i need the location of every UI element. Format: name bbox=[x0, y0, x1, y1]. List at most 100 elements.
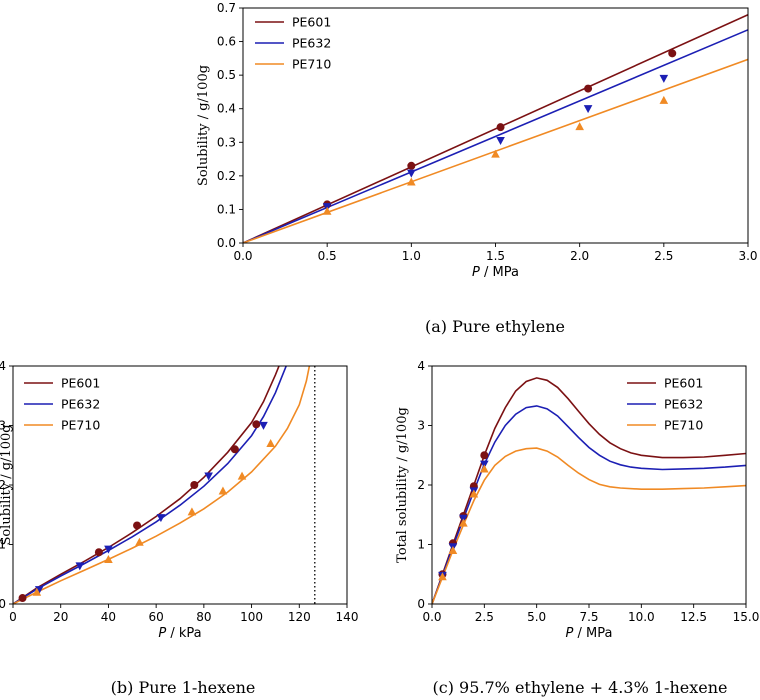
x-tick-label: 5.0 bbox=[527, 610, 546, 624]
y-tick-label: 4 bbox=[0, 359, 6, 373]
chart-caption: (c) 95.7% ethylene + 4.3% 1-hexene bbox=[433, 678, 728, 697]
series-line-PE710 bbox=[13, 366, 311, 604]
x-tick-label: 80 bbox=[196, 610, 211, 624]
x-tick-label: 3.0 bbox=[738, 249, 757, 263]
y-tick-label: 0.1 bbox=[217, 202, 236, 216]
data-point-PE601 bbox=[252, 420, 261, 429]
data-point-PE601 bbox=[190, 481, 199, 489]
y-tick-label: 0.5 bbox=[217, 68, 236, 82]
data-point-PE601 bbox=[18, 594, 27, 603]
data-point-PE710 bbox=[575, 122, 584, 131]
y-tick-label: 1 bbox=[0, 538, 6, 552]
data-point-PE710 bbox=[135, 537, 144, 546]
legend-label-PE710: PE710 bbox=[292, 57, 331, 72]
legend-label-PE632: PE632 bbox=[61, 397, 100, 412]
x-tick-label: 12.5 bbox=[680, 610, 707, 624]
y-tick-label: 1 bbox=[417, 538, 425, 552]
y-tick-label: 0.4 bbox=[217, 102, 236, 116]
x-tick-label: 100 bbox=[240, 610, 263, 624]
x-axis-label: P / MPa bbox=[472, 265, 519, 280]
x-tick-label: 15.0 bbox=[733, 610, 760, 624]
y-tick-label: 2 bbox=[417, 478, 425, 492]
y-tick-label: 3 bbox=[417, 419, 425, 433]
y-axis-label: Solubility / g/100g bbox=[196, 65, 211, 186]
legend: PE601 PE632 PE710 bbox=[255, 15, 331, 72]
x-tick-label: 60 bbox=[149, 610, 164, 624]
data-point-PE710 bbox=[659, 95, 669, 104]
legend: PE601 PE632 PE710 bbox=[627, 376, 703, 433]
y-axis-label: Solubility / g/100g bbox=[0, 424, 14, 545]
axes-frame bbox=[12, 365, 348, 605]
y-tick-label: 4 bbox=[417, 359, 425, 373]
legend-label-PE632: PE632 bbox=[664, 397, 703, 412]
plot-area bbox=[13, 366, 311, 604]
x-tick-label: 2.5 bbox=[654, 249, 673, 263]
x-tick-label: 40 bbox=[101, 610, 116, 624]
y-tick-label: 0 bbox=[417, 597, 425, 611]
data-point-PE601 bbox=[94, 548, 103, 557]
data-point-PE710 bbox=[322, 206, 332, 215]
data-point-PE632 bbox=[583, 105, 593, 114]
data-point-PE632 bbox=[204, 472, 213, 481]
data-point-PE632 bbox=[34, 586, 44, 595]
data-point-PE710 bbox=[187, 507, 197, 516]
data-point-PE710 bbox=[438, 572, 447, 581]
y-tick-label: 0.7 bbox=[217, 1, 236, 15]
data-point-PE632 bbox=[259, 421, 268, 430]
series-line-PE710 bbox=[432, 447, 746, 604]
data-point-PE710 bbox=[266, 438, 275, 447]
data-point-PE601 bbox=[480, 451, 489, 460]
series-line-PE632 bbox=[432, 405, 746, 604]
x-axis-label: P / MPa bbox=[566, 626, 613, 641]
data-point-PE632 bbox=[156, 514, 166, 523]
data-point-PE632 bbox=[496, 137, 505, 146]
plot-area bbox=[432, 377, 746, 604]
legend-label-PE601: PE601 bbox=[664, 376, 703, 391]
data-point-PE601 bbox=[584, 84, 593, 93]
chart-caption: (b) Pure 1-hexene bbox=[111, 678, 256, 697]
data-point-PE601 bbox=[668, 49, 677, 58]
data-point-PE601 bbox=[407, 161, 416, 170]
series-line-PE601 bbox=[432, 377, 746, 604]
data-point-PE710 bbox=[104, 554, 113, 563]
data-point-PE710 bbox=[218, 486, 228, 495]
x-tick-label: 2.0 bbox=[570, 249, 589, 263]
series-line-PE601 bbox=[13, 366, 280, 604]
x-tick-label: 0.0 bbox=[233, 249, 252, 263]
y-tick-label: 2 bbox=[0, 478, 6, 492]
x-tick-label: 120 bbox=[288, 610, 311, 624]
x-tick-label: 1.5 bbox=[486, 249, 505, 263]
chart-panel-0: 0.0 0.5 1.0 1.5 2.0 2.5 3.0 0.0 0.1 0.2 0.3 0.4 0.5 0… bbox=[196, 1, 758, 336]
data-point-PE601 bbox=[496, 123, 505, 132]
chart-panel-2: 0.0 2.5 5.0 7.5 10.0 12.5 15.0 0 1 2 3 4 P / MPa Tota… bbox=[395, 359, 759, 697]
data-point-PE632 bbox=[659, 74, 669, 83]
data-point-PE710 bbox=[448, 546, 458, 555]
x-tick-label: 0.5 bbox=[318, 249, 337, 263]
x-axis-label: P / kPa bbox=[158, 626, 201, 641]
data-point-PE710 bbox=[459, 518, 468, 527]
x-tick-label: 0.0 bbox=[422, 610, 441, 624]
axes-frame bbox=[431, 365, 747, 605]
data-point-PE632 bbox=[104, 545, 113, 554]
data-point-PE710 bbox=[491, 149, 500, 158]
chart-caption: (a) Pure ethylene bbox=[425, 317, 565, 336]
data-point-PE710 bbox=[237, 471, 247, 480]
data-point-PE632 bbox=[75, 562, 85, 571]
y-tick-label: 0 bbox=[0, 597, 6, 611]
x-tick-label: 0 bbox=[9, 610, 17, 624]
y-tick-label: 3 bbox=[0, 419, 6, 433]
data-point-PE601 bbox=[230, 445, 239, 454]
chart-panel-1: 0 20 40 60 80 100 120 140 0 1 2 3 4 P / kPa Solubility… bbox=[0, 359, 358, 697]
x-tick-label: 2.5 bbox=[475, 610, 494, 624]
y-tick-label: 0.6 bbox=[217, 35, 236, 49]
legend-label-PE632: PE632 bbox=[292, 36, 331, 51]
legend: PE601 PE632 PE710 bbox=[24, 376, 100, 433]
legend-label-PE601: PE601 bbox=[292, 15, 331, 30]
data-point-PE632 bbox=[407, 169, 416, 178]
y-tick-label: 0.3 bbox=[217, 135, 236, 149]
data-point-PE710 bbox=[407, 177, 416, 186]
x-tick-label: 140 bbox=[336, 610, 359, 624]
legend-label-PE710: PE710 bbox=[664, 418, 703, 433]
data-point-PE601 bbox=[133, 521, 142, 530]
